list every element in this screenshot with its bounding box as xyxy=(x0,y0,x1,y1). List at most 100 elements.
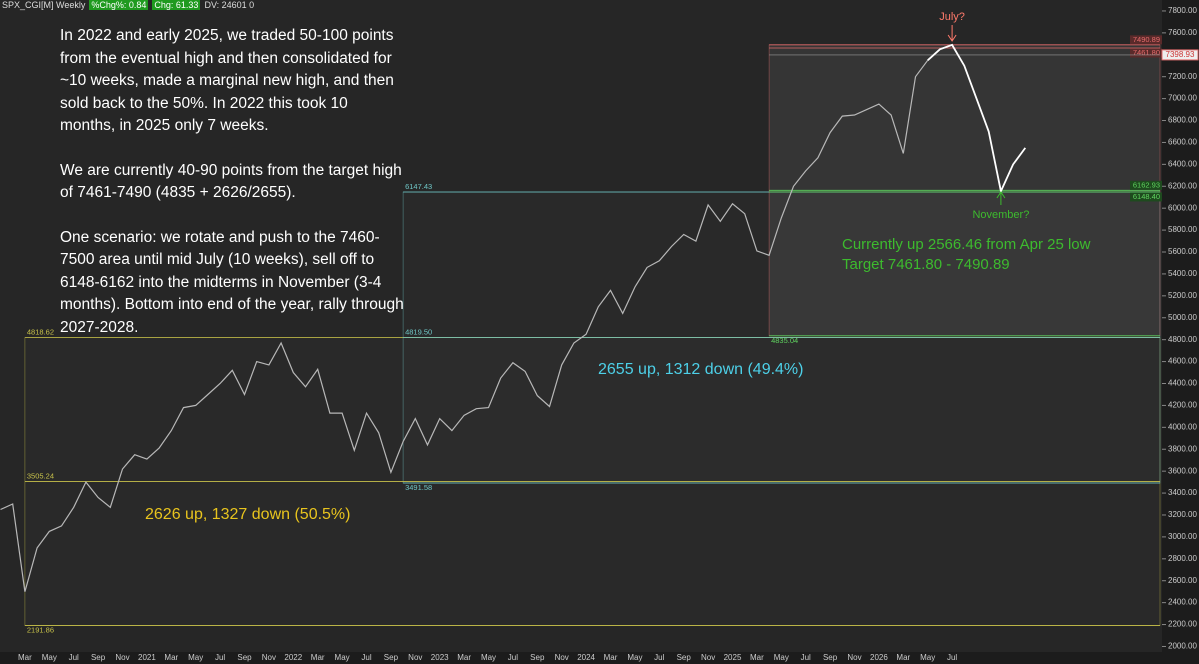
x-tick-label: Jul xyxy=(508,653,518,662)
y-tick-label: 4200.00 xyxy=(1168,401,1197,410)
y-tick-label: 7000.00 xyxy=(1168,94,1197,103)
y-tick-label: 3800.00 xyxy=(1168,444,1197,453)
x-tick-label: Jul xyxy=(801,653,811,662)
x-tick-label: Sep xyxy=(91,653,106,662)
level-label: 2191.86 xyxy=(27,625,54,634)
level-label-bg xyxy=(1130,180,1162,190)
x-axis-bg xyxy=(0,652,1162,664)
x-tick-label: May xyxy=(335,653,350,662)
level-label: 3505.24 xyxy=(27,472,54,481)
y-tick-label: 2400.00 xyxy=(1168,598,1197,607)
x-tick-label: Nov xyxy=(115,653,129,662)
x-tick-label: 2021 xyxy=(138,653,156,662)
x-tick-label: Jul xyxy=(361,653,371,662)
x-tick-label: 2025 xyxy=(724,653,742,662)
level-label: 4818.62 xyxy=(27,328,54,337)
x-tick-label: 2024 xyxy=(577,653,595,662)
x-tick-label: Mar xyxy=(18,653,32,662)
x-tick-label: May xyxy=(920,653,935,662)
x-tick-label: 2023 xyxy=(431,653,449,662)
axis-bg xyxy=(1162,0,1199,664)
x-tick-label: Nov xyxy=(555,653,569,662)
y-tick-label: 2000.00 xyxy=(1168,642,1197,651)
x-tick-label: Nov xyxy=(701,653,715,662)
x-tick-label: May xyxy=(481,653,496,662)
x-tick-label: May xyxy=(42,653,57,662)
arrow xyxy=(947,25,957,42)
x-tick-label: May xyxy=(774,653,789,662)
level-label-bg xyxy=(1130,48,1162,58)
x-tick-label: Sep xyxy=(677,653,692,662)
x-tick-label: May xyxy=(188,653,203,662)
y-tick-label: 3600.00 xyxy=(1168,466,1197,475)
x-tick-label: Mar xyxy=(164,653,178,662)
arrow xyxy=(996,191,1006,205)
note: In 2022 and early 2025, we traded 50-100… xyxy=(60,25,405,361)
x-tick-label: Sep xyxy=(530,653,545,662)
x-tick-label: Mar xyxy=(896,653,910,662)
y-tick-label: 4000.00 xyxy=(1168,422,1197,431)
level-label-bg xyxy=(1130,192,1162,202)
x-tick-label: Nov xyxy=(847,653,861,662)
x-tick-label: Jul xyxy=(69,653,79,662)
annotation: 2655 up, 1312 down (49.4%) xyxy=(598,361,803,378)
x-tick-label: Mar xyxy=(457,653,471,662)
note-paragraph: We are currently 40-90 points from the t… xyxy=(60,161,402,202)
last-price-box xyxy=(1161,49,1199,61)
level-label: 7461.80 xyxy=(1133,48,1160,57)
level-label: 3491.58 xyxy=(405,483,432,492)
x-tick-label: Jul xyxy=(947,653,957,662)
x-tick-label: 2026 xyxy=(870,653,888,662)
y-tick-label: 5600.00 xyxy=(1168,247,1197,256)
level-label: 6162.93 xyxy=(1133,180,1160,189)
annotation: November? xyxy=(972,209,1029,221)
y-tick-label: 3200.00 xyxy=(1168,510,1197,519)
annotation: 2626 up, 1327 down (50.5%) xyxy=(145,506,350,523)
price-line xyxy=(0,59,929,592)
x-tick-label: Mar xyxy=(750,653,764,662)
y-tick-label: 6400.00 xyxy=(1168,159,1197,168)
x-tick-label: Jul xyxy=(654,653,664,662)
x-tick-label: Sep xyxy=(237,653,252,662)
x-tick-label: Sep xyxy=(823,653,838,662)
x-tick-label: Nov xyxy=(262,653,276,662)
level-label-bg xyxy=(1130,35,1162,45)
x-tick-label: Jul xyxy=(215,653,225,662)
x-tick-label: Nov xyxy=(408,653,422,662)
annotation: July? xyxy=(939,11,965,23)
y-tick-label: 7800.00 xyxy=(1168,6,1197,15)
annotation: Target 7461.80 - 7490.89 xyxy=(842,256,1010,273)
note-paragraph: In 2022 and early 2025, we traded 50-100… xyxy=(60,27,394,134)
y-tick-label: 6000.00 xyxy=(1168,203,1197,212)
level-label: 6147.43 xyxy=(405,182,432,191)
y-tick-label: 5800.00 xyxy=(1168,225,1197,234)
x-tick-label: 2022 xyxy=(284,653,302,662)
x-tick-label: Mar xyxy=(604,653,618,662)
y-tick-label: 7200.00 xyxy=(1168,72,1197,81)
y-tick-label: 3000.00 xyxy=(1168,532,1197,541)
chg-pct: %Chg%: 0.84 xyxy=(89,0,149,10)
level-label: 4835.04 xyxy=(771,336,798,345)
y-tick-label: 6600.00 xyxy=(1168,138,1197,147)
annotation: Currently up 2566.46 from Apr 25 low xyxy=(842,236,1091,253)
y-tick-label: 5400.00 xyxy=(1168,269,1197,278)
header: SPX_CGI[M] Weekly %Chg%: 0.84 Chg: 61.33 DV… xyxy=(2,0,258,10)
y-tick-label: 3400.00 xyxy=(1168,488,1197,497)
y-tick-label: 2200.00 xyxy=(1168,620,1197,629)
y-tick-label: 5200.00 xyxy=(1168,291,1197,300)
level-label: 6148.40 xyxy=(1133,192,1160,201)
plot-bg xyxy=(0,0,1162,664)
level-label: 7490.89 xyxy=(1133,35,1160,44)
symbol: SPX_CGI[M] Weekly xyxy=(2,0,86,10)
y-tick-label: 2600.00 xyxy=(1168,576,1197,585)
x-tick-label: Sep xyxy=(384,653,399,662)
note-paragraph: One scenario: we rotate and push to the … xyxy=(60,228,404,336)
x-tick-label: May xyxy=(627,653,642,662)
y-tick-label: 5000.00 xyxy=(1168,313,1197,322)
projection-line xyxy=(927,43,1027,195)
y-tick-label: 4600.00 xyxy=(1168,357,1197,366)
y-tick-label: 4800.00 xyxy=(1168,335,1197,344)
dv: DV: 24601 0 xyxy=(204,0,255,10)
last-price-label: 7398.93 xyxy=(1166,50,1195,59)
